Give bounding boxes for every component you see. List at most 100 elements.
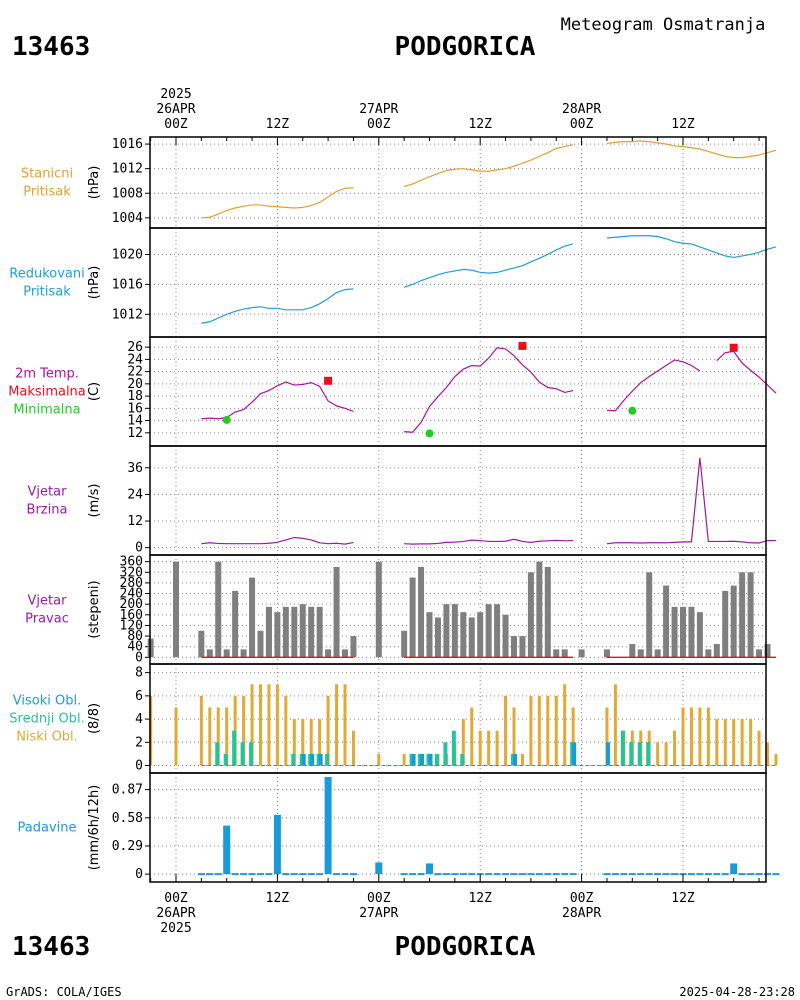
- precip-trace: [628, 873, 636, 876]
- wind-direction-bar: [739, 572, 746, 658]
- wind-direction-bar: [730, 585, 737, 658]
- min-temp-marker: [628, 406, 637, 415]
- precip-trace: [721, 873, 729, 876]
- high-cloud-bar: [605, 742, 610, 766]
- panel-label: Niski Obl.: [16, 730, 78, 745]
- low-cloud-bar: [461, 719, 465, 766]
- wind-direction-bar: [443, 604, 450, 658]
- mid-cloud-bar: [240, 742, 245, 766]
- series-line: [606, 235, 777, 259]
- panel-station_pressure: Stanicni Pritisak (hPa) 1004 1008 1012 1016: [21, 136, 777, 229]
- panel-label: Minimalna: [13, 403, 80, 418]
- precip-trace: [257, 873, 264, 876]
- time-label: 12Z: [468, 891, 492, 906]
- wind-direction-bar: [350, 636, 357, 658]
- low-cloud-bar: [689, 707, 693, 766]
- series-line: [606, 359, 701, 412]
- low-cloud-bar: [259, 684, 262, 766]
- low-cloud-bar: [571, 707, 575, 766]
- precip-trace: [459, 873, 467, 876]
- precip-trace: [747, 873, 755, 876]
- time-label: 26APR: [156, 102, 195, 117]
- panel-wind_direction: Vjetar Pravac (stepeni) 0408012016020024028…: [25, 554, 776, 665]
- precip-bar: [223, 825, 231, 875]
- low-cloud-bar: [529, 695, 533, 766]
- time-label: 2025: [160, 87, 191, 102]
- precip-trace: [518, 873, 526, 876]
- low-cloud-bar: [225, 707, 229, 766]
- wind-direction-bar: [722, 590, 729, 658]
- wind-direction-bar: [494, 604, 501, 658]
- precip-trace: [611, 873, 619, 876]
- precip-trace: [696, 873, 704, 876]
- low-cloud-bar: [504, 695, 508, 766]
- mid-cloud-bar: [637, 742, 642, 766]
- mid-cloud-bar: [434, 753, 439, 766]
- wind-direction-bar: [646, 572, 653, 658]
- precip-trace: [333, 873, 341, 876]
- wind-direction-bar: [308, 606, 315, 658]
- wind-direction-bar: [274, 612, 281, 658]
- mid-cloud-bar: [223, 753, 228, 766]
- time-label: 00Z: [164, 891, 188, 906]
- mid-cloud-bar: [249, 742, 254, 766]
- low-cloud-bar: [723, 719, 727, 766]
- low-cloud-bar: [681, 707, 685, 766]
- y-axis-label: (m/s): [87, 484, 102, 518]
- product-title: Meteogram Osmatranja: [561, 15, 766, 35]
- low-cloud-bar: [470, 707, 474, 766]
- station-name-bottom: PODGORICA: [395, 932, 536, 962]
- y-tick-label: 16: [127, 401, 143, 416]
- precip-trace: [442, 873, 450, 876]
- precip-trace: [400, 873, 408, 876]
- series-line: [404, 347, 574, 433]
- wind-direction-bar: [215, 561, 222, 658]
- time-label: 00Z: [164, 117, 188, 132]
- wind-direction-bar: [671, 606, 678, 658]
- high-cloud-bar: [301, 753, 306, 766]
- y-axis-label: (hPa): [87, 166, 102, 200]
- wind-direction-bar: [764, 644, 771, 658]
- precip-trace: [434, 873, 442, 876]
- footer-timestamp: 2025-04-28-23:28: [679, 985, 795, 999]
- low-cloud-bar: [732, 719, 736, 766]
- wind-direction-bar: [477, 612, 484, 658]
- y-tick-label: 6: [135, 689, 143, 704]
- panel-precipitation: Padavine (mm/6h/12h) 0 0.29 0.58 0.87: [18, 772, 780, 883]
- low-cloud-bar: [749, 719, 753, 766]
- y-tick-label: 0: [135, 650, 143, 665]
- series-line: [201, 288, 354, 324]
- y-tick-label: 1008: [112, 186, 143, 201]
- precip-trace: [316, 873, 324, 876]
- mid-cloud-bar: [215, 742, 220, 766]
- wind-direction-bar: [249, 577, 256, 658]
- precip-trace: [552, 873, 560, 876]
- y-tick-label: 24: [127, 352, 143, 367]
- wind-direction-bar: [502, 614, 509, 658]
- panel-frame: [149, 227, 767, 338]
- series-line: [716, 350, 777, 394]
- mid-cloud-bar: [620, 730, 625, 766]
- y-tick-label: 1016: [112, 137, 143, 152]
- precip-trace: [409, 873, 417, 876]
- precip-trace: [485, 873, 493, 876]
- high-cloud-bar: [411, 753, 416, 766]
- y-tick-label: 1012: [112, 162, 143, 177]
- low-cloud-bar: [757, 730, 761, 766]
- y-tick-label: 1016: [112, 277, 143, 292]
- time-label: 00Z: [367, 891, 391, 906]
- precip-trace: [704, 873, 712, 876]
- wind-direction-bar: [705, 649, 712, 658]
- precip-trace: [544, 873, 552, 876]
- precip-trace: [671, 873, 679, 876]
- low-cloud-bar: [537, 695, 541, 766]
- panel-label: Vjetar: [28, 594, 68, 609]
- wind-direction-bar: [282, 606, 289, 658]
- precip-trace: [265, 873, 273, 876]
- wind-direction-bar: [198, 630, 205, 658]
- low-cloud-bar: [698, 707, 702, 766]
- wind-direction-bar: [713, 644, 720, 658]
- precip-trace: [527, 873, 535, 876]
- wind-direction-bar: [401, 630, 408, 658]
- y-tick-label: 36: [127, 461, 143, 476]
